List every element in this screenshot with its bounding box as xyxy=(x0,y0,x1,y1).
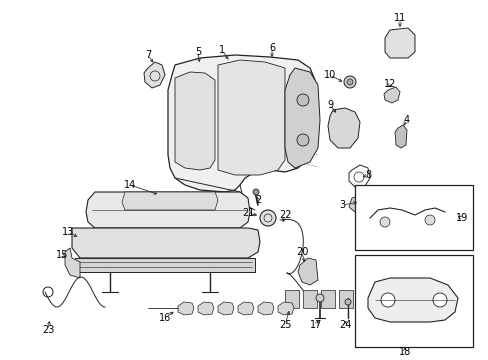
Polygon shape xyxy=(168,55,314,192)
Text: 14: 14 xyxy=(123,180,136,190)
Polygon shape xyxy=(297,258,317,285)
Text: 1: 1 xyxy=(219,45,224,55)
Text: 20: 20 xyxy=(295,247,307,257)
Text: 6: 6 xyxy=(268,43,274,53)
Text: 17: 17 xyxy=(309,320,322,330)
Text: 16: 16 xyxy=(159,313,171,323)
Polygon shape xyxy=(303,290,316,308)
Polygon shape xyxy=(285,68,319,168)
Text: 2: 2 xyxy=(254,195,261,205)
Circle shape xyxy=(379,217,389,227)
Text: 23: 23 xyxy=(42,325,54,335)
Polygon shape xyxy=(367,278,457,322)
Polygon shape xyxy=(285,290,298,308)
Circle shape xyxy=(252,189,259,195)
Text: 19: 19 xyxy=(455,213,467,223)
Polygon shape xyxy=(122,192,218,210)
Text: 4: 4 xyxy=(403,115,409,125)
Polygon shape xyxy=(258,302,273,315)
Polygon shape xyxy=(278,302,293,315)
Circle shape xyxy=(260,210,275,226)
Circle shape xyxy=(343,76,355,88)
Text: 3: 3 xyxy=(338,200,345,210)
Text: 11: 11 xyxy=(393,13,406,23)
Polygon shape xyxy=(218,302,234,315)
Polygon shape xyxy=(327,108,359,148)
Bar xyxy=(354,185,472,250)
Polygon shape xyxy=(394,125,406,148)
Polygon shape xyxy=(338,290,352,308)
Circle shape xyxy=(432,293,446,307)
Text: 18: 18 xyxy=(398,347,410,357)
Circle shape xyxy=(345,299,350,305)
Polygon shape xyxy=(178,302,194,315)
Text: 25: 25 xyxy=(278,320,291,330)
Polygon shape xyxy=(384,28,414,58)
Circle shape xyxy=(296,134,308,146)
Polygon shape xyxy=(218,60,285,175)
Circle shape xyxy=(315,294,324,302)
Polygon shape xyxy=(65,248,80,278)
Polygon shape xyxy=(348,195,366,212)
Polygon shape xyxy=(175,72,215,170)
Circle shape xyxy=(296,94,308,106)
Circle shape xyxy=(380,293,394,307)
Text: 21: 21 xyxy=(242,208,254,218)
Text: 10: 10 xyxy=(323,70,335,80)
Polygon shape xyxy=(320,290,334,308)
Polygon shape xyxy=(198,302,214,315)
Text: 9: 9 xyxy=(326,100,332,110)
Polygon shape xyxy=(143,62,164,88)
Polygon shape xyxy=(238,302,253,315)
Polygon shape xyxy=(383,87,399,103)
Circle shape xyxy=(424,215,434,225)
Circle shape xyxy=(346,79,352,85)
Bar xyxy=(354,255,472,347)
Text: 12: 12 xyxy=(383,79,395,89)
Text: 8: 8 xyxy=(364,170,370,180)
Text: 13: 13 xyxy=(62,227,74,237)
Text: 15: 15 xyxy=(56,250,68,260)
Polygon shape xyxy=(75,258,254,272)
Polygon shape xyxy=(72,228,260,258)
Polygon shape xyxy=(86,192,249,228)
Text: 22: 22 xyxy=(278,210,291,220)
Text: 5: 5 xyxy=(195,47,201,57)
Text: 24: 24 xyxy=(338,320,350,330)
Text: 7: 7 xyxy=(144,50,151,60)
